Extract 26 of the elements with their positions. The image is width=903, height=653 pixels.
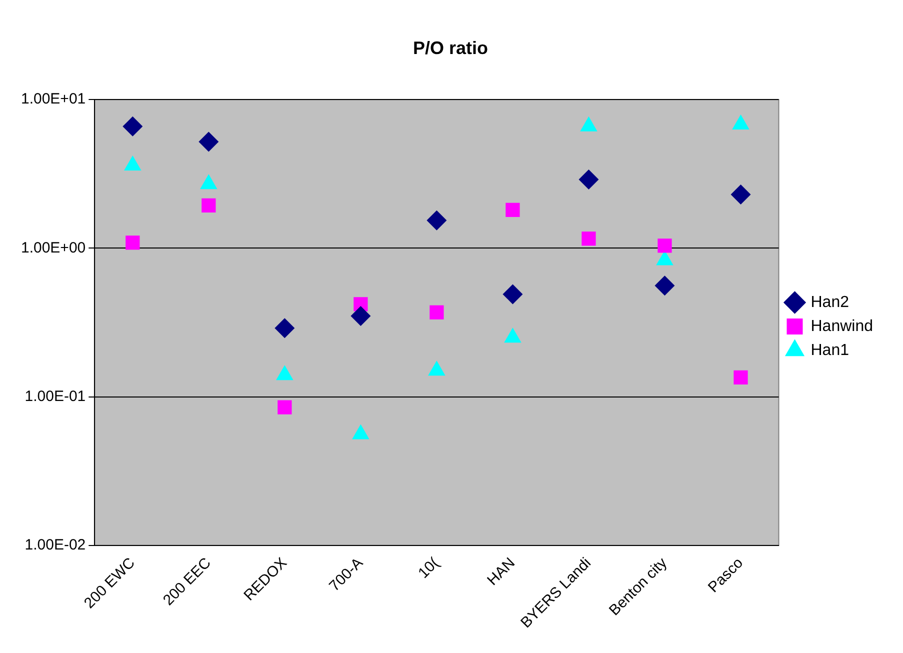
point <box>506 202 520 217</box>
point <box>730 184 751 204</box>
y-tick-label: 1.00E-01 <box>24 388 86 405</box>
point <box>202 198 216 213</box>
point <box>350 306 371 326</box>
point <box>126 236 140 250</box>
legend-label: Han1 <box>810 342 850 359</box>
point <box>734 370 748 385</box>
point <box>658 238 672 253</box>
point <box>426 210 447 230</box>
point <box>654 276 675 296</box>
point <box>582 232 596 246</box>
chart-title: P/O ratio <box>412 38 488 58</box>
legend-label: Han2 <box>810 294 850 311</box>
x-tick-label: 10( <box>415 554 442 582</box>
point <box>274 318 295 338</box>
point <box>578 169 599 190</box>
y-tick-label: 1.00E+00 <box>20 239 86 256</box>
point <box>278 400 292 414</box>
legend-label: Hanwind <box>810 318 874 335</box>
y-tick-label: 1.00E-02 <box>24 536 86 554</box>
point <box>502 284 523 304</box>
point <box>430 305 444 320</box>
y-tick-label: 1.00E+01 <box>20 90 86 108</box>
point <box>122 116 143 136</box>
point <box>198 132 219 152</box>
